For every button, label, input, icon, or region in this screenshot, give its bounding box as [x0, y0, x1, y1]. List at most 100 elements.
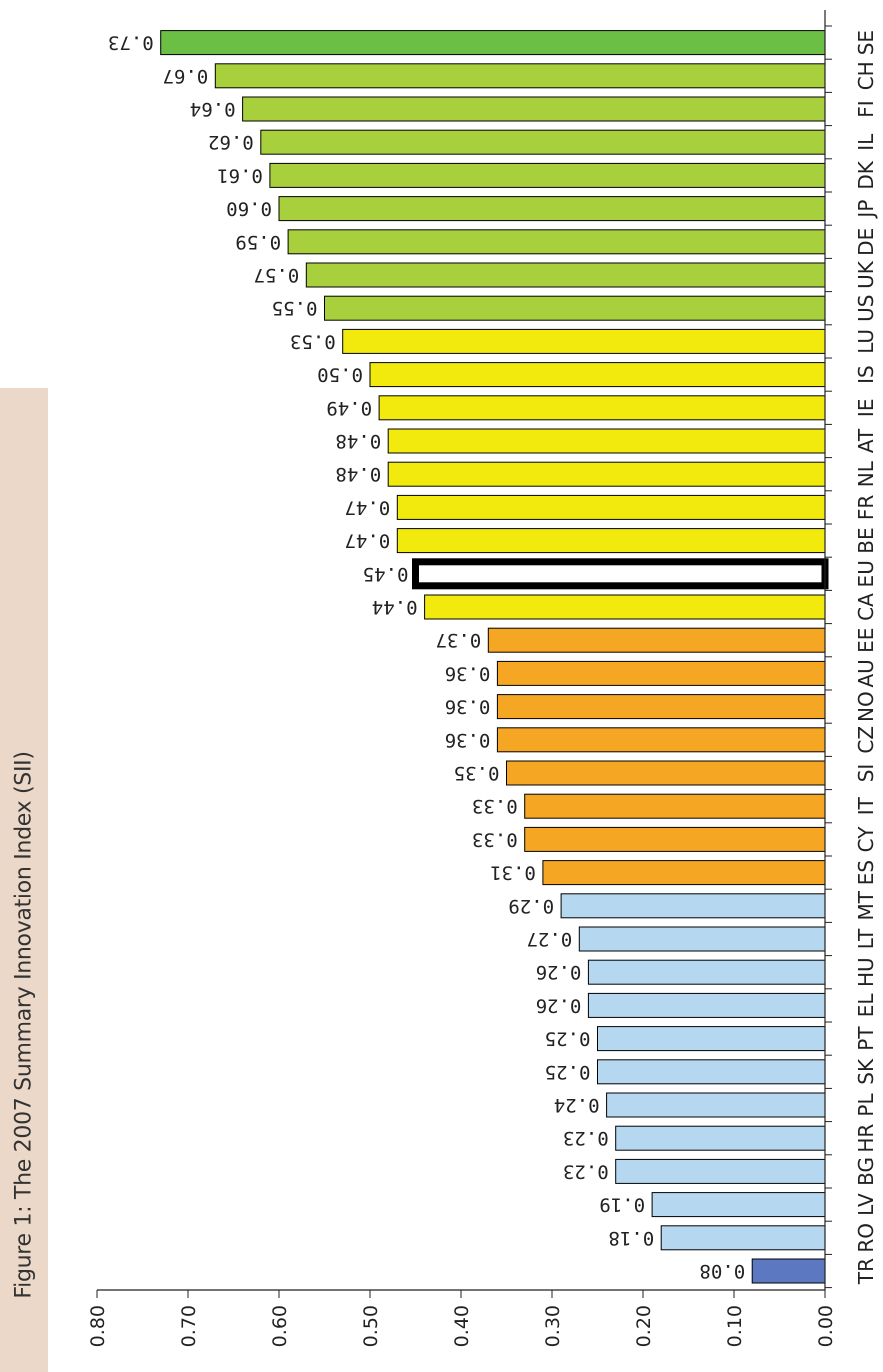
- bar-tr: [751, 1258, 826, 1284]
- category-label: PT: [854, 1026, 878, 1051]
- bar-es: [542, 860, 826, 886]
- value-label: 0.73: [108, 32, 154, 54]
- category-label: LV: [854, 1193, 878, 1216]
- category-label: TR: [854, 1258, 878, 1285]
- category-labels-group: TR RO LV BG HR PL SK PT EL HU LT MT ES CY IT SI CZ NO AU EE…: [854, 30, 878, 1285]
- value-label: 0.53: [290, 330, 336, 352]
- bar-ca: [424, 594, 826, 620]
- value-tick-label: 0.00: [815, 1305, 837, 1347]
- bar-be: [396, 528, 826, 554]
- bar-us: [324, 295, 826, 321]
- bar-fi: [242, 96, 826, 122]
- category-label: SI: [854, 764, 878, 783]
- value-tick-label: 0.70: [178, 1305, 200, 1347]
- category-label: NO: [854, 691, 878, 722]
- value-label: 0.18: [608, 1227, 654, 1249]
- category-label: AT: [854, 428, 878, 453]
- bar-au: [496, 660, 826, 686]
- bar-ro: [660, 1225, 826, 1251]
- value-label: 0.24: [554, 1094, 600, 1116]
- bar-is: [369, 362, 826, 388]
- category-label: PL: [854, 1093, 878, 1117]
- bar-fr: [396, 494, 826, 520]
- value-label: 0.50: [317, 364, 363, 386]
- value-label: 0.37: [436, 629, 482, 651]
- value-label: 0.62: [208, 131, 254, 153]
- bar-lv: [651, 1192, 826, 1218]
- value-label: 0.19: [599, 1194, 645, 1216]
- category-label: CH: [854, 61, 878, 90]
- category-label: HR: [854, 1124, 878, 1153]
- bar-ee: [487, 627, 826, 653]
- value-labels-group: 0.08 0.18 0.19 0.23 0.23 0.24 0.25 0.25 0.26 0.26…: [108, 32, 745, 1282]
- value-label: 0.47: [345, 530, 391, 552]
- bar-lu: [342, 328, 826, 354]
- bar-cz: [496, 727, 826, 753]
- category-label: EL: [854, 993, 878, 1018]
- category-label: BE: [854, 527, 878, 553]
- category-label: UK: [854, 260, 878, 289]
- value-label: 0.36: [445, 696, 491, 718]
- value-tick-label: 0.40: [451, 1305, 473, 1347]
- value-label: 0.57: [254, 264, 300, 286]
- bar-se: [160, 30, 826, 56]
- value-label: 0.33: [472, 828, 518, 850]
- value-label: 0.36: [445, 662, 491, 684]
- category-label: CZ: [854, 726, 878, 754]
- category-label: MT: [854, 890, 878, 920]
- value-tick-label: 0.80: [87, 1305, 109, 1347]
- category-label: US: [854, 295, 878, 322]
- category-label: DK: [854, 160, 878, 189]
- bar-ch: [214, 63, 826, 89]
- bar-pt: [597, 1026, 826, 1052]
- category-label: IL: [854, 133, 878, 151]
- value-label: 0.48: [335, 463, 381, 485]
- bar-bg: [615, 1158, 826, 1184]
- category-label: BG: [854, 1157, 878, 1186]
- category-label: NL: [854, 460, 878, 487]
- value-label: 0.48: [335, 430, 381, 452]
- category-label: IT: [854, 796, 878, 815]
- bars-group: [160, 30, 829, 1284]
- category-label: FR: [854, 495, 878, 521]
- value-tick-label: 0.20: [633, 1305, 655, 1347]
- category-label: EE: [854, 628, 878, 653]
- bar-si: [506, 760, 826, 786]
- category-label: CY: [854, 826, 878, 853]
- value-label: 0.26: [536, 961, 582, 983]
- category-label: SK: [854, 1058, 878, 1085]
- value-label: 0.67: [163, 65, 209, 87]
- value-label: 0.61: [217, 164, 263, 186]
- category-label: ES: [854, 860, 878, 885]
- title-band: [0, 388, 48, 1372]
- value-label: 0.35: [454, 762, 500, 784]
- category-label: JP: [854, 200, 878, 220]
- bar-hr: [615, 1125, 826, 1151]
- category-label: HU: [854, 957, 878, 987]
- axes-group: [96, 10, 832, 1298]
- tick-labels-group: 0.00 0.10 0.20 0.30 0.40 0.50 0.60 0.70 0.80: [87, 1305, 837, 1347]
- category-label: EU: [854, 560, 878, 587]
- category-label: FI: [854, 100, 878, 117]
- value-label: 0.36: [445, 729, 491, 751]
- value-label: 0.49: [326, 397, 372, 419]
- value-label: 0.45: [363, 563, 409, 585]
- value-label: 0.26: [536, 994, 582, 1016]
- bar-el: [587, 992, 826, 1018]
- bar-mt: [560, 893, 826, 919]
- value-tick-label: 0.60: [269, 1305, 291, 1347]
- value-label: 0.23: [563, 1160, 609, 1182]
- bar-sk: [597, 1059, 826, 1085]
- value-label: 0.47: [345, 496, 391, 518]
- value-label: 0.33: [472, 795, 518, 817]
- category-label: CA: [854, 593, 878, 621]
- bar-at: [387, 428, 826, 454]
- value-label: 0.64: [190, 98, 236, 120]
- bar-il: [260, 129, 826, 155]
- bar-ie: [378, 395, 826, 421]
- value-label: 0.27: [527, 928, 573, 950]
- bar-no: [496, 694, 826, 720]
- bar-pl: [606, 1092, 826, 1118]
- value-label: 0.29: [508, 895, 554, 917]
